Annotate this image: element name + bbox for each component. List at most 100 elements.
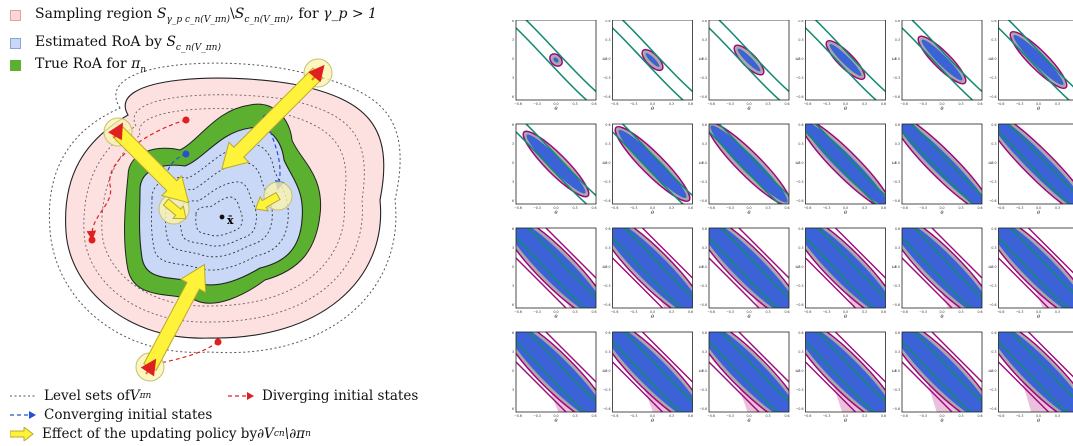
x-tick-label: −0.6 [900,414,908,418]
estimate-fill [737,48,761,72]
y-tick-label: −0.3 [989,180,997,184]
y-tick-label: −0.6 [989,199,997,203]
subplot-frame [998,331,1073,413]
y-tick-label: 0.0 [895,265,900,269]
y-axis-label: ω [602,160,606,166]
y-tick-label: 0.0 [605,57,610,61]
y-tick-label: 0.3 [702,350,707,354]
sample-edge-lower [902,257,953,308]
y-axis-label: ω [988,368,992,374]
true-boundary-lower [612,26,685,100]
true-boundary-upper [621,20,693,93]
subplot-frame [901,331,983,413]
x-tick-label: 0.3 [862,414,867,418]
y-tick-label: 0.6 [798,123,803,127]
y-tick-label: 0.6 [895,123,900,127]
x-tick-label: 0.0 [553,206,558,210]
y-tick-label: 0.6 [605,20,610,23]
y-tick-label: 0.0 [991,265,996,269]
blue-level-set-1 [151,144,289,271]
legend-estimated: Estimated RoA by Sc_n(V_πn) [10,34,221,53]
y-axis-label: ω [892,56,896,62]
true-boundary-lower [998,340,1069,412]
x-tick-label: −0.6 [707,102,715,106]
x-tick-label: −0.6 [707,414,715,418]
x-tick-label: −0.3 [823,414,831,418]
y-tick-label: 0.3 [798,142,803,146]
sample-edge-lower [709,257,760,308]
blue-dashed-arrow-icon [10,411,36,419]
diverging-trajectory-1 [86,119,187,241]
y-tick-label: 0.3 [702,142,707,146]
subplot-frame [515,123,597,205]
x-tick-label: 0.3 [572,310,577,314]
sample-boundary [998,124,1073,204]
y-tick-label: 0.3 [895,142,900,146]
sample-boundary [825,40,866,80]
y-tick-label: −0.3 [512,76,514,80]
sample-boundary [549,53,563,67]
true-boundary-lower [709,26,781,100]
subplot: −0.6−0.6−0.3−0.30.00.00.30.30.60.6θω [795,123,886,216]
x-tick-label: 0.3 [669,206,674,210]
x-tick-label: −0.3 [533,206,541,210]
y-tick-label: 0.0 [895,57,900,61]
true-boundary-upper [816,332,886,403]
level-sets-label: Level sets of [44,388,130,404]
x-tick-label: −0.6 [997,206,1005,210]
estimate-fill [998,228,1073,308]
x-tick-label: −0.3 [630,310,638,314]
y-axis-label: ω [988,264,992,270]
sample-boundary [1009,31,1068,89]
x-tick-label: 0.0 [1036,206,1041,210]
x-tick-label: 0.0 [553,102,558,106]
true-boundary-lower [902,26,974,100]
x-tick-label: −0.6 [997,310,1005,314]
x-tick-label: 0.3 [1055,206,1060,210]
true-boundary-lower [516,340,586,412]
subplot: −0.6−0.6−0.3−0.30.00.00.30.30.60.6θω [988,19,1073,112]
x-tick-label: 0.0 [746,310,751,314]
subplot-frame [901,19,983,101]
sample-boundary [522,130,590,198]
y-tick-label: −0.3 [796,284,804,288]
y-tick-label: 0.0 [702,369,707,373]
true-boundary-lower [902,236,972,308]
y-tick-label: −0.3 [603,284,611,288]
y-tick-label: 0.6 [512,227,514,231]
sample-boundary [516,228,596,308]
y-tick-label: 0.0 [702,57,707,61]
estimate-fill [902,124,982,204]
x-tick-label: −0.6 [514,102,522,106]
y-tick-label: 0.0 [605,265,610,269]
y-tick-label: −0.6 [989,407,997,411]
y-tick-label: −0.3 [989,388,997,392]
true-boundary-upper [816,228,886,299]
legend-diverging: Diverging initial states [228,388,418,404]
x-tick-label: 0.6 [784,102,789,106]
x-tick-label: 0.0 [939,310,944,314]
subplot: −0.6−0.6−0.3−0.30.00.00.30.30.60.6θω [602,227,693,320]
x-tick-label: 0.0 [746,414,751,418]
true-boundary-lower [516,130,588,204]
x-tick-label: 0.0 [1036,310,1041,314]
y-tick-label: −0.6 [512,303,514,307]
diverging-state-1 [182,116,190,124]
x-tick-label: −0.3 [1016,206,1024,210]
y-tick-label: −0.3 [512,388,514,392]
red-dashed-arrow-icon [228,392,254,400]
y-tick-label: −0.3 [699,284,707,288]
x-tick-label: −0.3 [533,102,541,106]
true-boundary-lower [998,236,1069,308]
y-axis-label: ω [892,368,896,374]
true-boundary-upper [717,124,789,197]
subplot-frame [708,123,790,205]
estimate-fill [516,228,596,308]
x-axis-label: θ [554,418,557,424]
y-tick-label: 0.3 [895,350,900,354]
true-boundary-lower [612,236,683,308]
true-boundary-lower [902,130,974,204]
x-tick-label: −0.3 [1016,414,1024,418]
y-tick-label: −0.3 [699,180,707,184]
roa-evolution-grid: −0.6−0.6−0.3−0.30.00.00.30.30.60.6θω−0.6… [506,19,1073,440]
